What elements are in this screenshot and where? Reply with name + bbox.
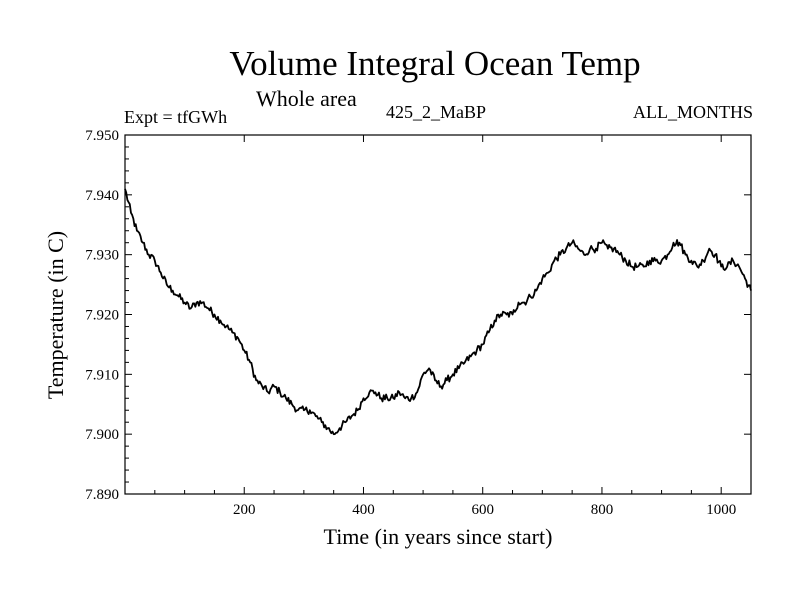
y-tick-label: 7.940 xyxy=(85,188,119,204)
y-tick-label: 7.930 xyxy=(85,248,119,264)
x-tick-label: 1000 xyxy=(706,502,736,518)
chart-subtitle: Whole area xyxy=(256,86,357,111)
chart-title: Volume Integral Ocean Temp xyxy=(229,44,641,83)
plot-frame xyxy=(124,134,752,495)
y-tick-label: 7.890 xyxy=(85,487,119,503)
x-tick-label: 800 xyxy=(591,502,614,518)
x-axis-label: Time (in years since start) xyxy=(323,524,553,549)
y-tick-label: 7.910 xyxy=(85,367,119,383)
x-tick-label: 400 xyxy=(352,502,375,518)
experiment-label: Expt = tfGWh xyxy=(124,107,228,127)
x-tick-label: 200 xyxy=(233,502,256,518)
series-line-0 xyxy=(124,188,752,436)
run-id-label: 425_2_MaBP xyxy=(386,102,487,122)
x-tick-label: 600 xyxy=(471,502,494,518)
y-tick-label: 7.900 xyxy=(85,427,119,443)
y-tick-label: 7.920 xyxy=(85,308,119,324)
y-tick-label: 7.950 xyxy=(85,128,119,144)
months-label: ALL_MONTHS xyxy=(633,102,753,122)
y-axis-label: Temperature (in C) xyxy=(43,230,68,400)
